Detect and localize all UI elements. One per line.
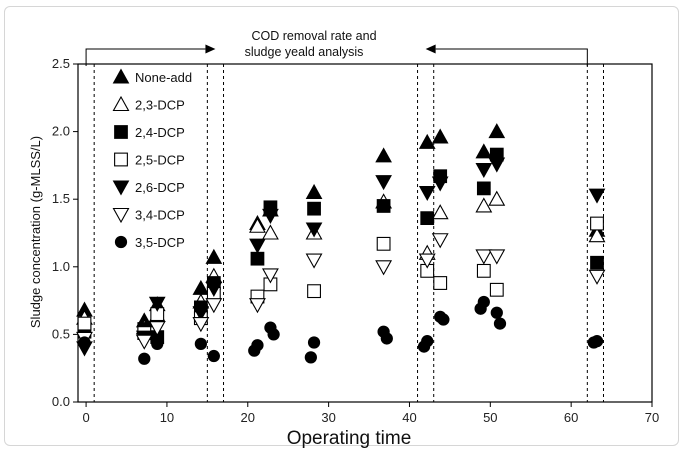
data-point-none-add [206, 250, 221, 264]
x-tick-label: 70 [645, 410, 659, 425]
data-point-3-5-dcp [381, 333, 392, 344]
data-point-2-5-dcp [434, 277, 447, 290]
data-point-3-5-dcp [139, 353, 150, 364]
legend: None-add 2,3-DCP 2,4-DCP 2,5-DCP 2,6-DCP 3,4-… [114, 70, 193, 251]
data-point-3-5-dcp [208, 350, 219, 361]
legend-marker-2-6-dcp [114, 181, 129, 195]
legend-label-3-4-dcp: 3,4-DCP [135, 208, 185, 223]
data-point-3-4-dcp [376, 261, 391, 275]
legend-marker-none-add [114, 70, 129, 84]
plot-area [78, 64, 652, 402]
data-point-2-4-dcp [377, 200, 390, 213]
legend-label-2-5-dcp: 2,5-DCP [135, 153, 185, 168]
data-point-2-5-dcp [591, 217, 604, 230]
data-point-2-6-dcp [433, 177, 448, 191]
y-tick-label: 1.5 [52, 191, 70, 206]
x-tick-label: 60 [564, 410, 578, 425]
x-tick-label: 30 [321, 410, 335, 425]
y-tick-label: 2.5 [52, 56, 70, 71]
x-tick-label: 40 [402, 410, 416, 425]
data-point-2-4-dcp [308, 202, 321, 215]
y-axis-label: Sludge concentration (g-MLSS/L) [28, 136, 43, 328]
x-tick-label: 50 [483, 410, 497, 425]
data-point-2-3-dcp [433, 205, 448, 219]
data-point-none-add [476, 144, 491, 158]
data-point-2-6-dcp [590, 189, 605, 203]
legend-marker-3-4-dcp [114, 209, 129, 223]
legend-marker-3-5-dcp [115, 236, 126, 247]
y-tick-label: 2.0 [52, 124, 70, 139]
data-point-3-4-dcp [476, 250, 491, 264]
data-point-none-add [420, 135, 435, 149]
data-point-3-5-dcp [438, 314, 449, 325]
x-tick-label: 0 [82, 410, 89, 425]
data-point-2-5-dcp [377, 237, 390, 250]
data-point-2-4-dcp [477, 182, 490, 195]
data-point-3-4-dcp [489, 250, 504, 264]
x-tick-label: 10 [160, 410, 174, 425]
y-tick-label: 0.5 [52, 326, 70, 341]
data-point-3-5-dcp [475, 303, 486, 314]
data-point-none-add [307, 185, 322, 199]
annotation-line2: sludge yeald analysis [245, 45, 364, 59]
legend-label-2-6-dcp: 2,6-DCP [135, 180, 185, 195]
data-point-none-add [376, 148, 391, 162]
data-point-2-6-dcp [420, 186, 435, 200]
annotation: COD removal rate and sludge yeald analys… [86, 29, 587, 66]
data-point-2-5-dcp [308, 285, 321, 298]
legend-marker-2-5-dcp [115, 153, 128, 166]
legend-marker-2-3-dcp [114, 97, 129, 111]
data-point-3-4-dcp [307, 254, 322, 268]
data-point-2-5-dcp [477, 264, 490, 277]
legend-label-2-4-dcp: 2,4-DCP [135, 125, 185, 140]
data-point-3-4-dcp [250, 299, 265, 313]
arrow-right-icon [205, 45, 215, 54]
data-point-3-5-dcp [305, 352, 316, 363]
legend-marker-2-4-dcp [115, 126, 128, 139]
data-point-2-6-dcp [250, 239, 265, 253]
data-point-3-5-dcp [308, 337, 319, 348]
dashed-phase-lines [78, 64, 603, 402]
data-point-3-5-dcp [418, 341, 429, 352]
arrow-left-icon [426, 45, 436, 54]
data-point-3-5-dcp [79, 337, 90, 348]
data-point-2-4-dcp [421, 212, 434, 225]
data-point-2-6-dcp [376, 176, 391, 190]
data-point-3-5-dcp [491, 307, 502, 318]
data-point-3-4-dcp [137, 335, 152, 349]
data-point-3-5-dcp [152, 338, 163, 349]
data-point-2-6-dcp [489, 158, 504, 172]
annotation-line1: COD removal rate and [251, 29, 376, 43]
legend-label-3-5-dcp: 3,5-DCP [135, 235, 185, 250]
data-point-2-5-dcp [490, 283, 503, 296]
data-point-3-4-dcp [590, 270, 605, 284]
legend-label-none-add: None-add [135, 70, 192, 85]
data-point-none-add [433, 130, 448, 144]
data-point-2-6-dcp [476, 163, 491, 177]
y-tick-label: 0.0 [52, 394, 70, 409]
y-tick-label: 1.0 [52, 259, 70, 274]
data-point-3-4-dcp [206, 299, 221, 313]
data-point-2-5-dcp [78, 317, 91, 330]
x-axis-label: Operating time [287, 428, 412, 449]
data-point-2-4-dcp [591, 256, 604, 269]
data-point-3-4-dcp [433, 234, 448, 248]
data-point-2-4-dcp [251, 252, 264, 265]
x-tick-label: 20 [241, 410, 255, 425]
legend-label-2-3-dcp: 2,3-DCP [135, 98, 185, 113]
data-point-3-5-dcp [268, 329, 279, 340]
data-point-3-5-dcp [249, 345, 260, 356]
data-point-none-add [489, 124, 504, 138]
data-point-3-5-dcp [494, 318, 505, 329]
data-point-3-5-dcp [195, 338, 206, 349]
data-point-3-5-dcp [588, 337, 599, 348]
data-point-2-3-dcp [489, 192, 504, 206]
